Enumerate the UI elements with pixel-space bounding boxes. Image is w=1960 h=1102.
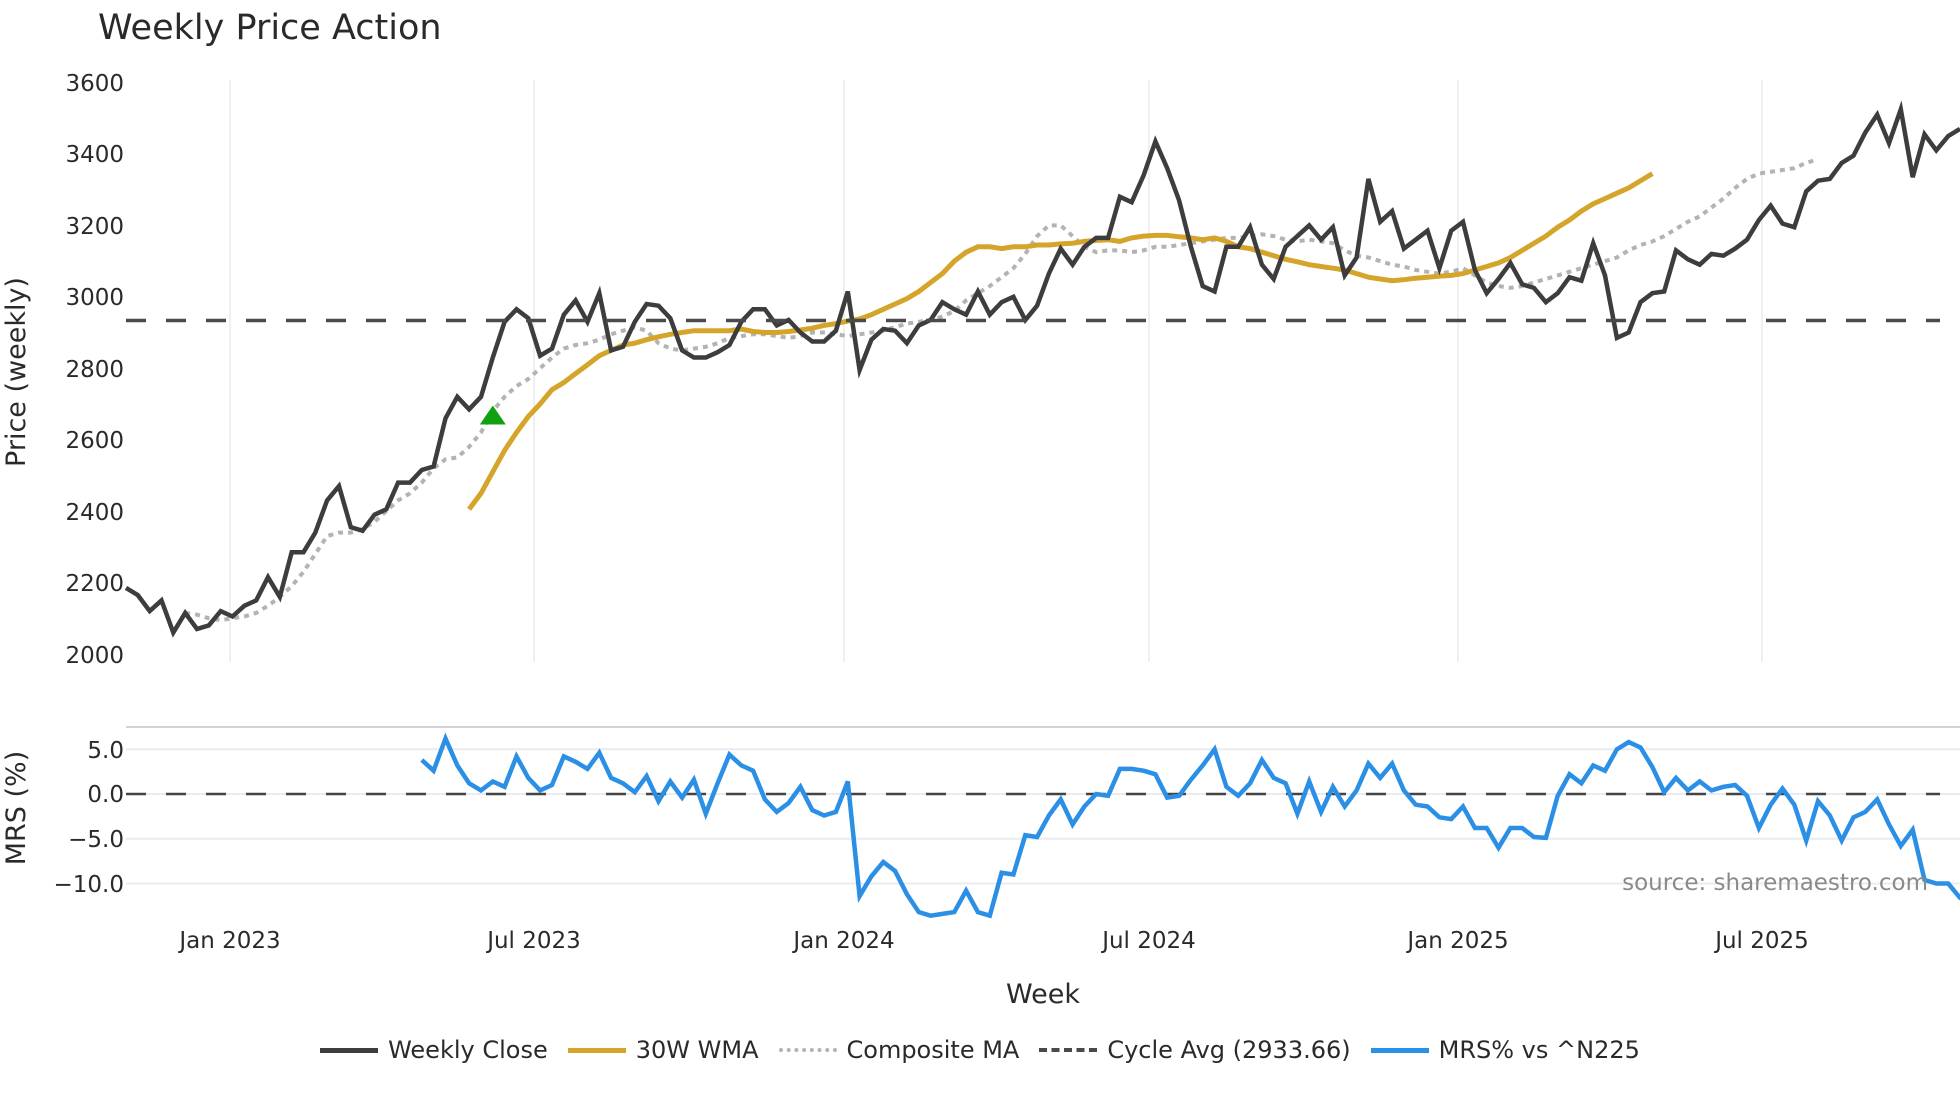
x-ticks: Jan 2023 Jul 2023 Jan 2024 Jul 2024 Jan … <box>177 928 1808 954</box>
legend-item-mrs[interactable]: MRS% vs ^N225 <box>1370 1036 1640 1064</box>
source-label: source: sharemaestro.com <box>1622 870 1928 896</box>
x-tick: Jan 2023 <box>177 928 280 954</box>
y-tick: 2000 <box>65 643 124 669</box>
mrs-axis-label: MRS (%) <box>1 751 32 866</box>
dashed-line-swatch-icon <box>1039 1048 1098 1052</box>
price-y-ticks: 3600 3400 3200 3000 2800 2600 2400 2200 … <box>65 71 124 669</box>
price-vertical-grid <box>229 80 1763 662</box>
x-tick: Jul 2023 <box>485 928 581 954</box>
y-tick: 3400 <box>65 142 124 168</box>
y-tick: 0.0 <box>87 782 124 808</box>
legend-label: Weekly Close <box>388 1036 548 1064</box>
y-tick: −10.0 <box>54 872 124 898</box>
mrs-grid <box>126 748 1960 885</box>
legend-label: 30W WMA <box>635 1036 759 1064</box>
triangle-up-signal-icon <box>479 405 506 425</box>
legend: Weekly Close 30W WMA Composite MA Cycle … <box>0 1036 1960 1064</box>
chart-title: Weekly Price Action <box>98 8 442 48</box>
x-tick: Jan 2025 <box>1405 928 1508 954</box>
y-tick: 2800 <box>65 357 124 383</box>
y-tick: 3000 <box>65 285 124 311</box>
x-tick: Jan 2024 <box>791 928 894 954</box>
y-tick: 2400 <box>65 500 124 526</box>
legend-item-cycle-avg[interactable]: Cycle Avg (2933.66) <box>1039 1036 1351 1064</box>
x-tick: Jul 2025 <box>1713 928 1809 954</box>
legend-label: MRS% vs ^N225 <box>1438 1036 1640 1064</box>
legend-label: Cycle Avg (2933.66) <box>1107 1036 1351 1064</box>
solid-line-swatch-icon <box>1370 1047 1429 1053</box>
y-tick: 2200 <box>65 571 124 597</box>
legend-item-weekly-close[interactable]: Weekly Close <box>320 1036 548 1064</box>
mrs-line <box>420 732 1960 919</box>
y-tick: 2600 <box>65 428 124 454</box>
legend-item-composite-ma[interactable]: Composite MA <box>778 1036 1020 1064</box>
price-axis-label: Price (weekly) <box>1 277 32 467</box>
x-tick: Jul 2024 <box>1100 928 1196 954</box>
y-tick: −5.0 <box>68 827 124 853</box>
legend-item-30w-wma[interactable]: 30W WMA <box>567 1036 759 1064</box>
legend-label: Composite MA <box>846 1036 1020 1064</box>
wma-30w-line <box>467 171 1654 511</box>
y-tick: 3200 <box>65 214 124 240</box>
solid-line-swatch-icon <box>320 1047 379 1053</box>
y-tick: 3600 <box>65 71 124 97</box>
x-axis-label: Week <box>1006 979 1080 1010</box>
y-tick: 5.0 <box>87 738 124 764</box>
weekly-close-line <box>124 100 1960 638</box>
solid-line-swatch-icon <box>567 1047 626 1053</box>
dotted-line-swatch-icon <box>778 1048 837 1052</box>
mrs-y-ticks: 5.0 0.0 −5.0 −10.0 <box>54 738 124 898</box>
composite-ma-line <box>184 157 1819 623</box>
